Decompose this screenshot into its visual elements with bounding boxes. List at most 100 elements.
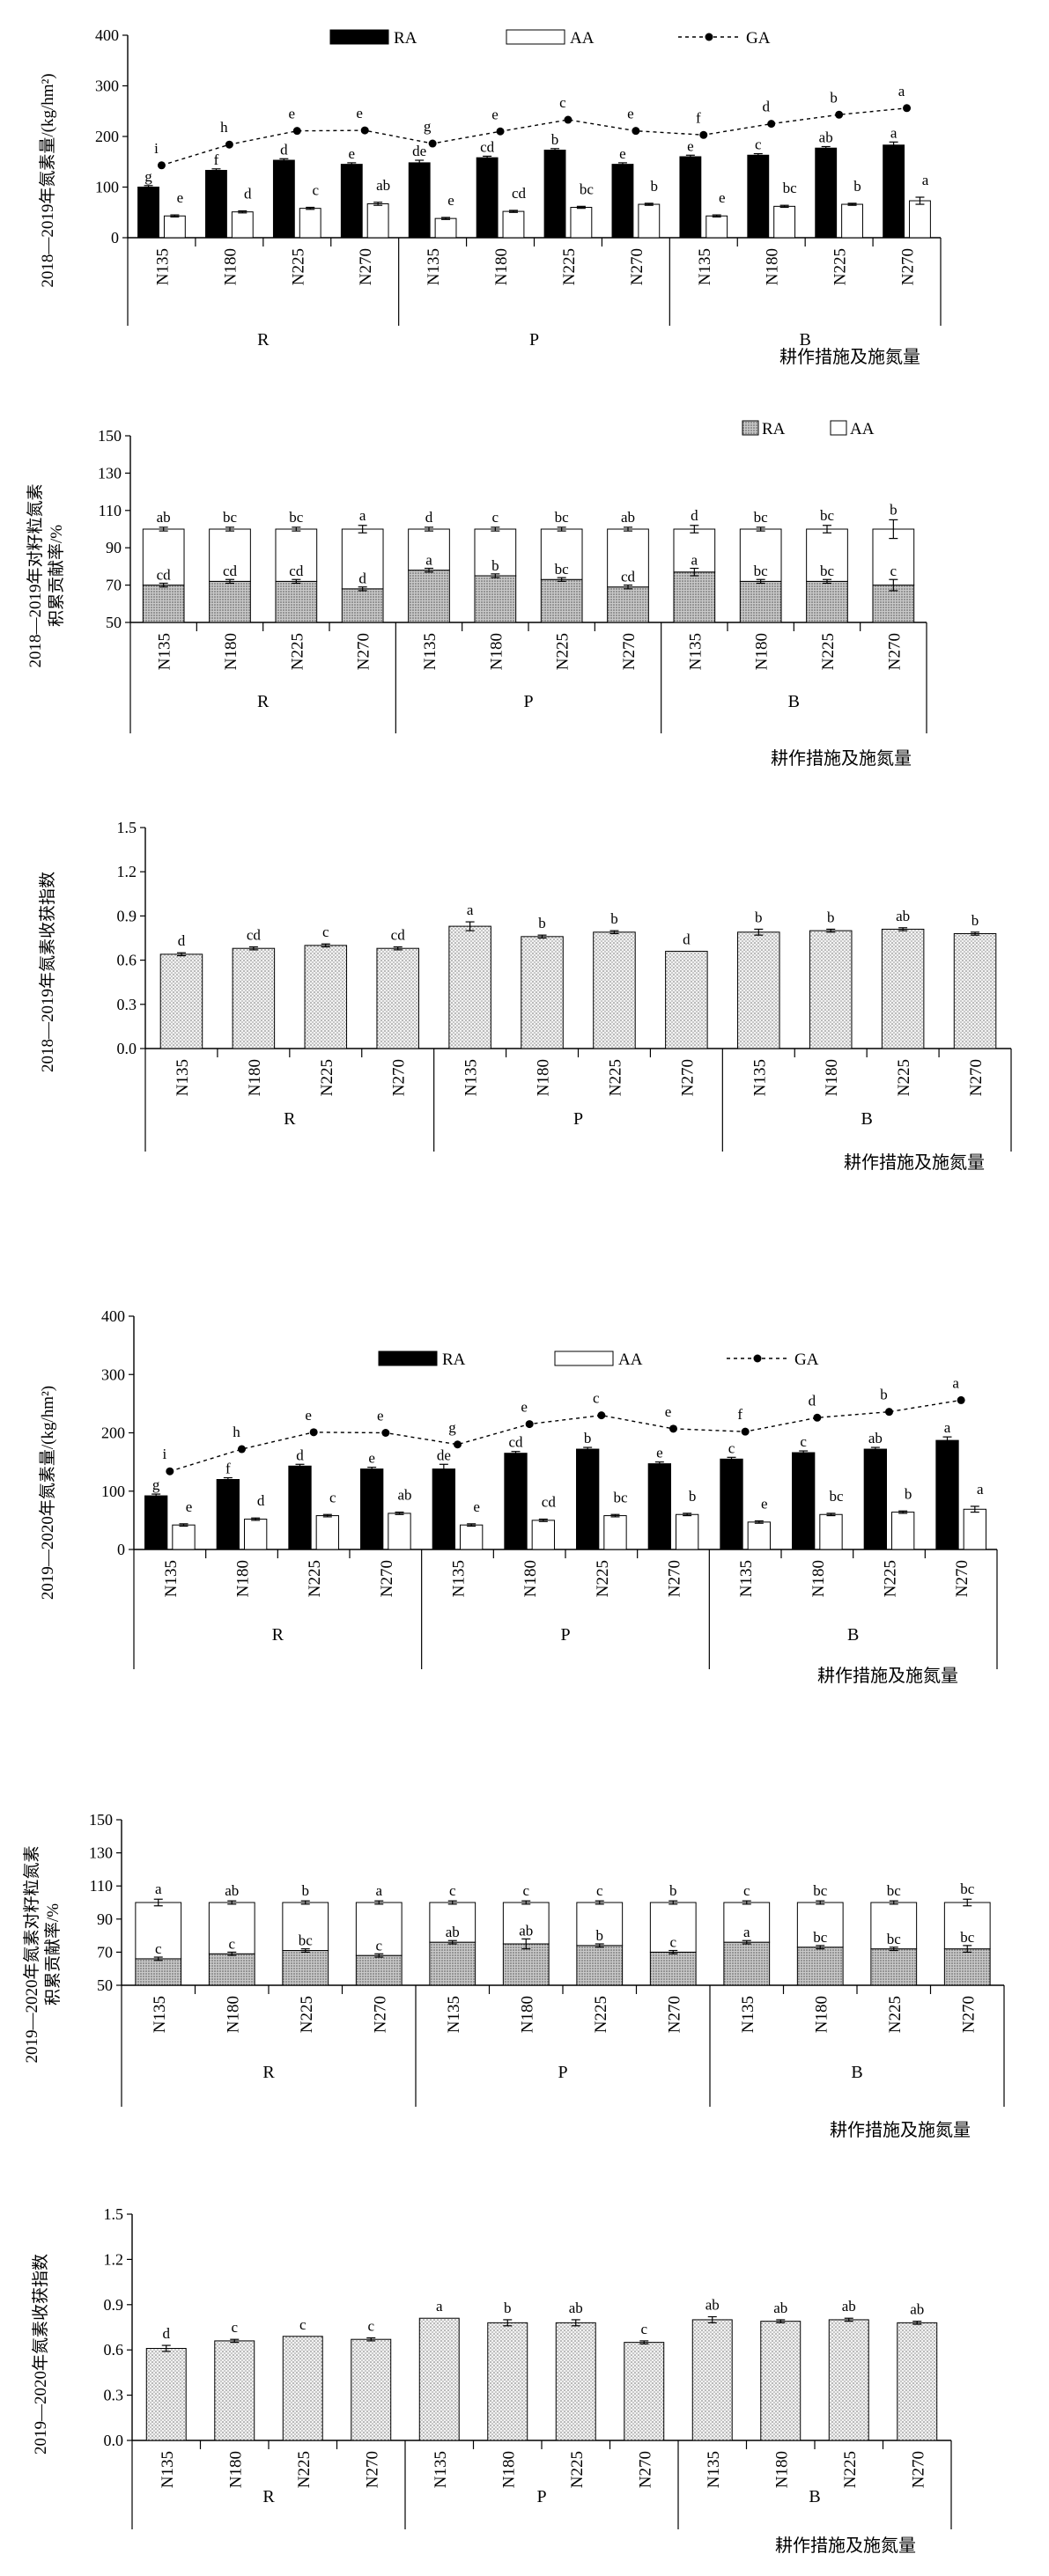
letter-nhi: ab (910, 2301, 924, 2318)
letter-ga: b (880, 1387, 888, 1403)
bar-aa-segment (673, 528, 716, 573)
y-tick-label: 0.0 (104, 2432, 124, 2449)
letter-aa: ab (157, 509, 171, 526)
letter-nhi: ab (842, 2298, 856, 2315)
group-label-P: P (536, 2487, 546, 2506)
letter-ra: bc (960, 1929, 975, 1946)
letter-ga: e (289, 106, 296, 122)
letter-ra: cd (480, 138, 495, 155)
bar-nhi (145, 2347, 187, 2441)
bar-nhi (448, 925, 491, 1049)
legend-label-aa: AA (570, 29, 595, 48)
letter-ra: cd (508, 1434, 523, 1451)
bar-ra-segment (429, 1941, 476, 1986)
category-label: N180 (772, 2451, 791, 2488)
category-label: N180 (823, 1059, 841, 1096)
y-tick-label: 1.2 (104, 2250, 124, 2268)
y-tick-label: 300 (95, 77, 119, 95)
letter-ra: b (584, 1430, 592, 1446)
letter-nhi: ab (773, 2300, 787, 2316)
point-ga (381, 1429, 390, 1437)
legend-label-aa: AA (850, 420, 875, 438)
letter-nhi: a (467, 902, 474, 918)
letter-aa: c (329, 1489, 336, 1505)
category-label: N135 (174, 1059, 192, 1096)
series-ga-line (161, 107, 907, 166)
letter-ra: bc (754, 563, 769, 579)
letter-ga: c (593, 1390, 600, 1407)
bar-nhi (828, 2319, 869, 2441)
bar-ra-segment (723, 1941, 771, 1986)
letter-nhi: b (755, 909, 763, 925)
y-tick-label: 0.9 (104, 2296, 124, 2314)
letter-aa: d (244, 186, 252, 202)
bar-ra-segment (796, 1947, 844, 1986)
point-ga (157, 161, 166, 170)
point-ga (525, 1420, 534, 1429)
letter-nhi: c (322, 924, 329, 940)
letter-ra: e (656, 1445, 663, 1461)
bar-aa (244, 1519, 268, 1550)
category-label: N270 (678, 1059, 697, 1096)
y-tick-label: 400 (95, 26, 119, 44)
category-label: N180 (812, 1996, 831, 2033)
bar-ra-segment (502, 1943, 550, 1986)
category-label: N225 (841, 2451, 860, 2488)
bar-nhi (953, 932, 997, 1049)
bar-aa (299, 208, 321, 239)
legend-marker-ga (753, 1354, 762, 1363)
letter-ra: de (437, 1446, 451, 1463)
y-tick-label: 0.3 (104, 2387, 124, 2404)
point-ga (454, 1440, 462, 1449)
letter-ga: f (696, 109, 701, 126)
letter-ra: d (358, 570, 366, 587)
y-tick-label: 200 (95, 128, 119, 145)
bar-ra (815, 147, 838, 239)
letter-ga: e (377, 1408, 384, 1424)
y-tick-label: 0 (111, 229, 119, 247)
bar-ra-segment (209, 580, 251, 623)
letter-ra: a (944, 1419, 951, 1436)
bar-nhi (282, 2336, 323, 2441)
category-label: N180 (224, 1996, 242, 2033)
point-ga (669, 1424, 677, 1433)
category-label: N270 (885, 633, 904, 670)
letter-ra: e (687, 137, 694, 154)
y-tick-label: 1.5 (117, 819, 137, 836)
legend-swatch-ra (742, 420, 759, 436)
letter-ra: d (280, 141, 288, 158)
category-label: N180 (487, 633, 506, 670)
bar-aa (434, 217, 457, 239)
y-tick-label: 0.0 (117, 1040, 137, 1057)
point-ga (597, 1411, 606, 1420)
bar-aa-segment (474, 528, 517, 577)
y-tick-label: 110 (90, 1877, 113, 1895)
bar-nhi (760, 2321, 802, 2441)
legend-label-ra: RA (762, 420, 786, 438)
legend-label-ra: RA (442, 1351, 466, 1369)
y-tick-label: 200 (101, 1424, 125, 1442)
letter-ra: c (755, 136, 762, 153)
group-label-B: B (861, 1109, 872, 1129)
bar-ra-segment (135, 1958, 182, 1986)
category-label: N270 (666, 1560, 684, 1597)
bar-ra (340, 164, 363, 239)
letter-ra: c (728, 1439, 735, 1456)
letter-ra: e (619, 145, 626, 162)
category-label: N225 (831, 248, 850, 285)
y-tick-label: 0 (117, 1541, 125, 1558)
category-label: N225 (289, 248, 307, 285)
category-label: N225 (298, 1996, 316, 2033)
bar-nhi (881, 928, 925, 1049)
category-label: N135 (421, 633, 440, 670)
y-axis-title: 2018—2019年氮素量/(kg/hm²) (38, 73, 57, 287)
letter-aa: c (743, 1882, 750, 1899)
bar-aa-segment (943, 1902, 991, 1950)
letter-nhi: b (610, 910, 618, 927)
point-ga (238, 1445, 246, 1454)
letter-ra: c (890, 563, 898, 579)
bar-nhi (232, 947, 276, 1049)
category-label: N270 (355, 633, 373, 670)
category-label: N135 (156, 633, 174, 670)
category-label: N135 (159, 2451, 177, 2488)
